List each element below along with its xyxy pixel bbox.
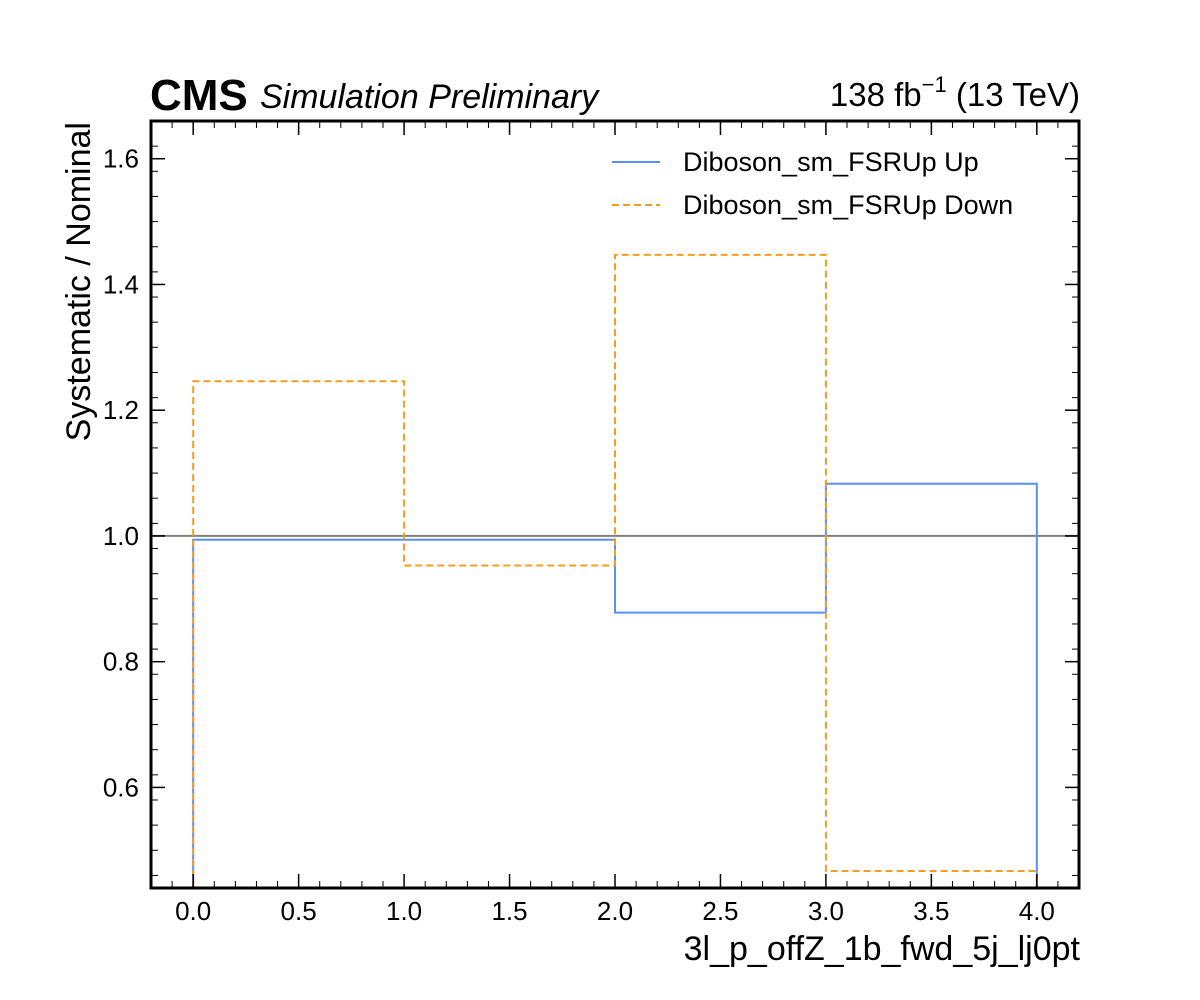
x-tick-label: 3.5: [913, 896, 949, 926]
x-tick-label: 4.0: [1019, 896, 1055, 926]
series-up-line: [192, 482, 1038, 888]
y-tick-label: 0.6: [103, 772, 139, 802]
lumi-energy: (13 TeV): [947, 76, 1080, 113]
x-tick-label: 1.5: [491, 896, 527, 926]
y-tick-label: 1.4: [103, 269, 139, 299]
x-tick-label: 0.5: [281, 896, 317, 926]
axis-ticks: [151, 121, 1079, 888]
plot-area: [149, 119, 1081, 890]
legend-label-up: Diboson_sm_FSRUp Up: [683, 147, 979, 177]
legend: Diboson_sm_FSRUp Up Diboson_sm_FSRUp Dow…: [612, 147, 1013, 220]
lumi-value: 138 fb: [830, 76, 922, 113]
x-tick-label: 3.0: [808, 896, 844, 926]
y-tick-label: 1.0: [103, 521, 139, 551]
x-axis-label: 3l_p_offZ_1b_fwd_5j_lj0pt: [684, 930, 1081, 968]
tick-labels: 0.0 0.5 1.0 1.5 2.0 2.5 3.0 3.5 4.0 0.6 0.8 1.0 1.2 1…: [103, 144, 1055, 926]
series-down-line: [192, 253, 1038, 888]
y-tick-label: 1.6: [103, 144, 139, 174]
x-tick-label: 0.0: [175, 896, 211, 926]
x-tick-label: 2.5: [702, 896, 738, 926]
y-axis-label: Systematic / Nominal: [60, 122, 98, 441]
x-tick-label: 1.0: [386, 896, 422, 926]
cms-label: CMS: [150, 71, 248, 120]
legend-label-down: Diboson_sm_FSRUp Down: [683, 190, 1013, 220]
lumi-exponent: −1: [922, 72, 947, 97]
luminosity-label: 138 fb−1 (13 TeV): [830, 72, 1080, 113]
x-tick-label: 2.0: [597, 896, 633, 926]
y-tick-label: 1.2: [103, 395, 139, 425]
plot-frame: [149, 119, 1081, 890]
y-tick-label: 0.8: [103, 647, 139, 677]
simulation-preliminary-label: Simulation Preliminary: [260, 78, 600, 116]
